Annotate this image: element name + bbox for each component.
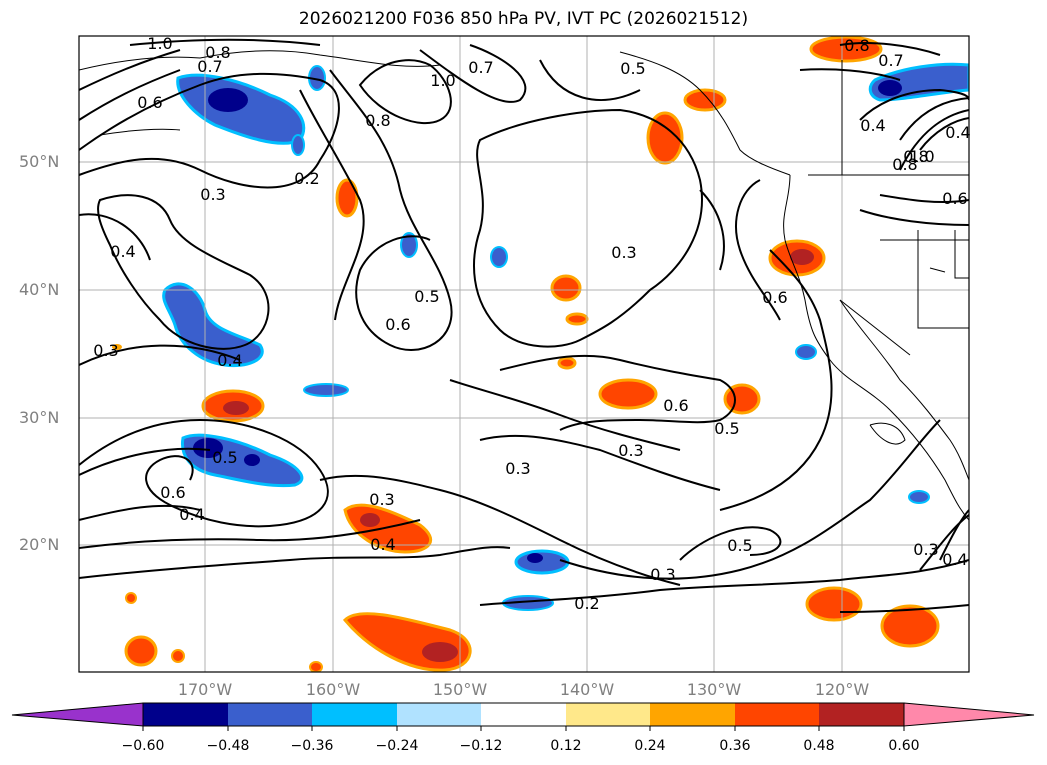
contour-label: 1.0: [430, 71, 455, 90]
contour-label: 0.3: [200, 185, 225, 204]
colorbar-tick-label: −0.12: [459, 738, 503, 754]
colorbar-tick-label: −0.36: [290, 738, 334, 754]
contour-label: 0.5: [620, 59, 645, 78]
contour-label: 0.4: [942, 550, 967, 569]
contour-label: 0.8: [205, 43, 230, 62]
lat-label: 50°N: [19, 152, 60, 171]
contour-label: 0.3: [611, 243, 636, 262]
contour-label: 0.3: [913, 540, 938, 559]
contour-label: 0.4: [217, 351, 242, 370]
contour-label: 0.3: [93, 341, 118, 360]
lon-label: 130°W: [686, 680, 742, 699]
colorbar-tick-label: 0.12: [550, 738, 582, 754]
colorbar-tick-label: −0.24: [375, 738, 419, 754]
contour-label: 0.3: [618, 441, 643, 460]
contour-label: 0.7: [878, 51, 903, 70]
lon-label: 170°W: [177, 680, 233, 699]
colorbar-tick-label: 0.24: [634, 738, 666, 754]
contour-label: 0.3: [650, 565, 675, 584]
lat-label: 40°N: [19, 280, 60, 299]
lon-label: 150°W: [432, 680, 488, 699]
colorbar: [11, 702, 1035, 731]
contour-labels: 1.0 0.8 0.7 0.6 0.8 1.0 0.7 0.5 0.8 0.7 …: [93, 34, 970, 613]
coastlines: [79, 50, 969, 521]
colorbar-tick-label: 0.60: [888, 738, 920, 754]
contour-label: 0.6: [762, 288, 787, 307]
colorbar-tick-label: 0.48: [803, 738, 835, 754]
lat-label: 30°N: [19, 408, 60, 427]
contour-label: 0.6: [942, 189, 967, 208]
contour-label: 0.4: [860, 116, 885, 135]
contour-label: 0.8: [892, 155, 917, 174]
contour-label: 0.5: [414, 287, 439, 306]
map-frame: [78, 35, 970, 673]
contour-label: 0.6: [137, 93, 162, 112]
contour-label: 0.5: [212, 448, 237, 467]
contour-label: 0.5: [714, 419, 739, 438]
contour-label: 0.8: [903, 147, 928, 166]
contour-label: 0.2: [294, 169, 319, 188]
contour-label: 0.4: [370, 535, 395, 554]
contour-label: 0.3: [505, 459, 530, 478]
lon-label: 140°W: [559, 680, 615, 699]
plot-title: 2026021200 F036 850 hPa PV, IVT PC (2026…: [298, 9, 749, 29]
contour-label: 1.0: [909, 147, 934, 166]
contour-label: 0.4: [945, 123, 970, 142]
contour-label: 0.2: [574, 594, 599, 613]
colorbar-tick-label: 0.36: [719, 738, 751, 754]
contour-label: 0.7: [197, 57, 222, 76]
contour-label: 0.8: [365, 111, 390, 130]
contour-label: 0.6: [385, 315, 410, 334]
colorbar-tick-label: −0.48: [206, 738, 250, 754]
contour-label: 1.0: [147, 34, 172, 53]
lon-label: 160°W: [305, 680, 361, 699]
contour-label: 0.6: [160, 483, 185, 502]
contour-label: 0.3: [369, 490, 394, 509]
lat-label: 20°N: [19, 535, 60, 554]
contour-label: 0.8: [844, 36, 869, 55]
lon-label: 120°W: [814, 680, 870, 699]
contour-label: 0.7: [468, 58, 493, 77]
contour-label: 0.4: [179, 505, 204, 524]
pv-contours: [79, 38, 969, 613]
colorbar-tick-label: −0.60: [121, 738, 165, 754]
contour-label: 0.6: [663, 396, 688, 415]
contour-label: 0.5: [727, 536, 752, 555]
contour-label: 0.4: [110, 242, 135, 261]
